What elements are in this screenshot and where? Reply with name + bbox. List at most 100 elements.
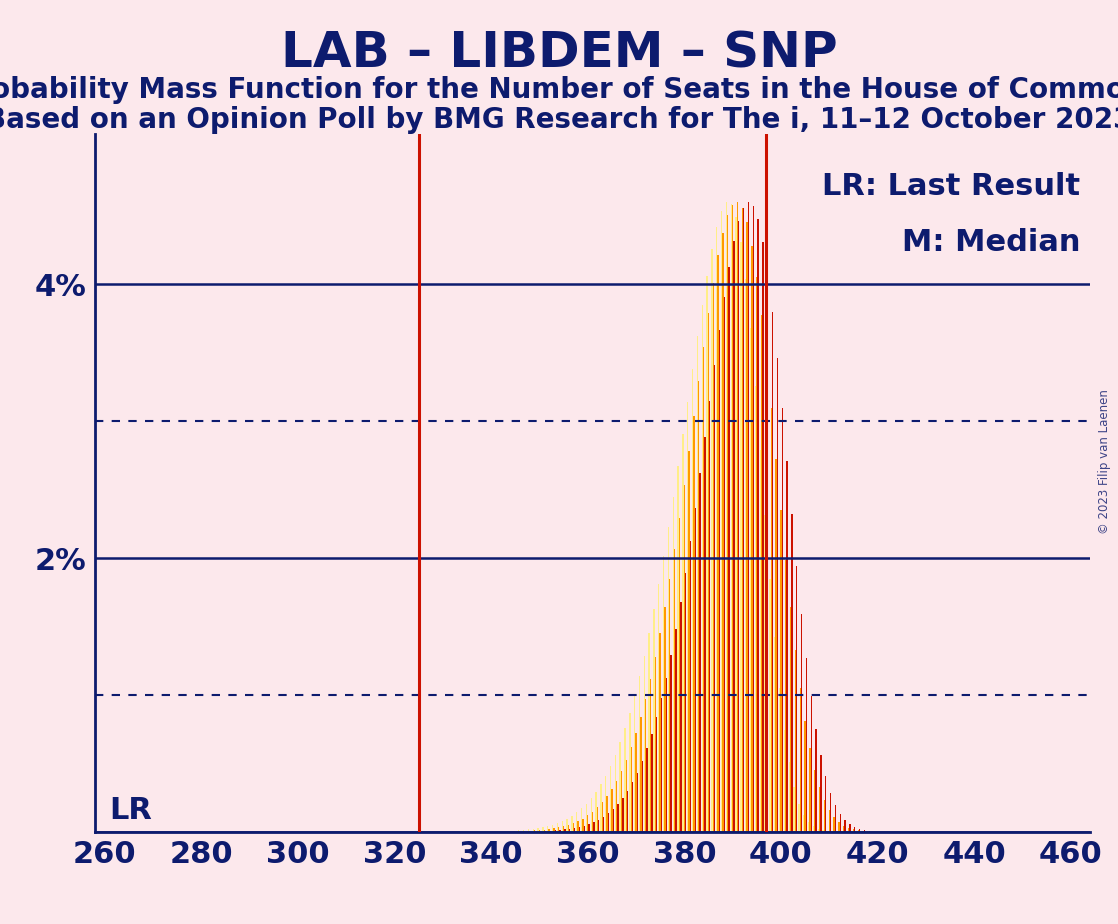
Bar — [700, 473, 701, 832]
Bar — [702, 305, 703, 832]
Bar — [679, 517, 680, 832]
Bar — [685, 573, 686, 832]
Bar — [798, 804, 799, 832]
Bar — [683, 485, 685, 832]
Bar — [675, 629, 676, 832]
Bar — [644, 656, 645, 832]
Bar — [627, 791, 628, 832]
Bar — [690, 541, 691, 832]
Bar — [788, 762, 790, 832]
Bar — [738, 221, 739, 832]
Bar — [624, 728, 626, 832]
Bar — [752, 206, 754, 832]
Bar — [762, 241, 764, 832]
Bar — [659, 584, 660, 832]
Bar — [693, 416, 694, 832]
Bar — [751, 246, 752, 832]
Bar — [864, 830, 865, 832]
Bar — [565, 830, 566, 832]
Bar — [534, 831, 536, 832]
Bar — [634, 696, 635, 832]
Bar — [597, 808, 598, 832]
Text: M: Median: M: Median — [901, 228, 1080, 257]
Bar — [559, 830, 561, 832]
Bar — [808, 822, 809, 832]
Bar — [561, 821, 562, 832]
Bar — [576, 812, 577, 832]
Bar — [635, 733, 636, 832]
Bar — [729, 267, 730, 832]
Bar — [747, 223, 748, 832]
Bar — [571, 816, 572, 832]
Bar — [664, 607, 665, 832]
Bar — [767, 273, 768, 832]
Bar — [539, 830, 540, 832]
Text: © 2023 Filip van Laenen: © 2023 Filip van Laenen — [1098, 390, 1111, 534]
Bar — [596, 792, 597, 832]
Bar — [603, 817, 604, 832]
Bar — [553, 828, 555, 832]
Bar — [591, 812, 594, 832]
Bar — [615, 755, 616, 832]
Bar — [840, 814, 841, 832]
Bar — [538, 828, 539, 832]
Bar — [821, 755, 822, 832]
Bar — [619, 742, 620, 832]
Bar — [776, 459, 777, 832]
Bar — [743, 208, 745, 832]
Bar — [629, 712, 631, 832]
Bar — [562, 826, 565, 832]
Bar — [584, 826, 585, 832]
Bar — [586, 804, 587, 832]
Bar — [588, 824, 589, 832]
Bar — [632, 783, 633, 832]
Bar — [651, 734, 653, 832]
Bar — [825, 776, 826, 832]
Bar — [577, 821, 579, 832]
Bar — [714, 365, 716, 832]
Bar — [707, 275, 708, 832]
Bar — [741, 208, 743, 832]
Bar — [824, 800, 825, 832]
Bar — [750, 328, 751, 832]
Bar — [703, 346, 704, 832]
Bar — [833, 817, 835, 832]
Bar — [811, 696, 812, 832]
Bar — [689, 451, 690, 832]
Bar — [769, 579, 770, 832]
Bar — [777, 358, 778, 832]
Bar — [550, 831, 551, 832]
Bar — [723, 297, 724, 832]
Bar — [674, 550, 675, 832]
Bar — [854, 827, 855, 832]
Bar — [745, 279, 747, 832]
Bar — [568, 825, 569, 832]
Bar — [670, 579, 671, 832]
Bar — [612, 789, 613, 832]
Bar — [844, 820, 845, 832]
Bar — [665, 677, 667, 832]
Bar — [671, 654, 672, 832]
Bar — [617, 804, 618, 832]
Bar — [656, 717, 657, 832]
Bar — [631, 748, 632, 832]
Bar — [726, 202, 727, 832]
Text: LR: LR — [110, 796, 152, 825]
Bar — [853, 830, 854, 832]
Bar — [792, 515, 793, 832]
Bar — [859, 829, 860, 832]
Bar — [620, 771, 623, 832]
Bar — [730, 204, 732, 832]
Bar — [755, 386, 756, 832]
Bar — [770, 408, 771, 832]
Bar — [582, 819, 584, 832]
Bar — [721, 211, 722, 832]
Bar — [641, 717, 642, 832]
Bar — [547, 826, 549, 832]
Bar — [660, 633, 661, 832]
Bar — [557, 823, 558, 832]
Bar — [697, 336, 698, 832]
Bar — [795, 650, 796, 832]
Bar — [838, 822, 840, 832]
Bar — [780, 510, 781, 832]
